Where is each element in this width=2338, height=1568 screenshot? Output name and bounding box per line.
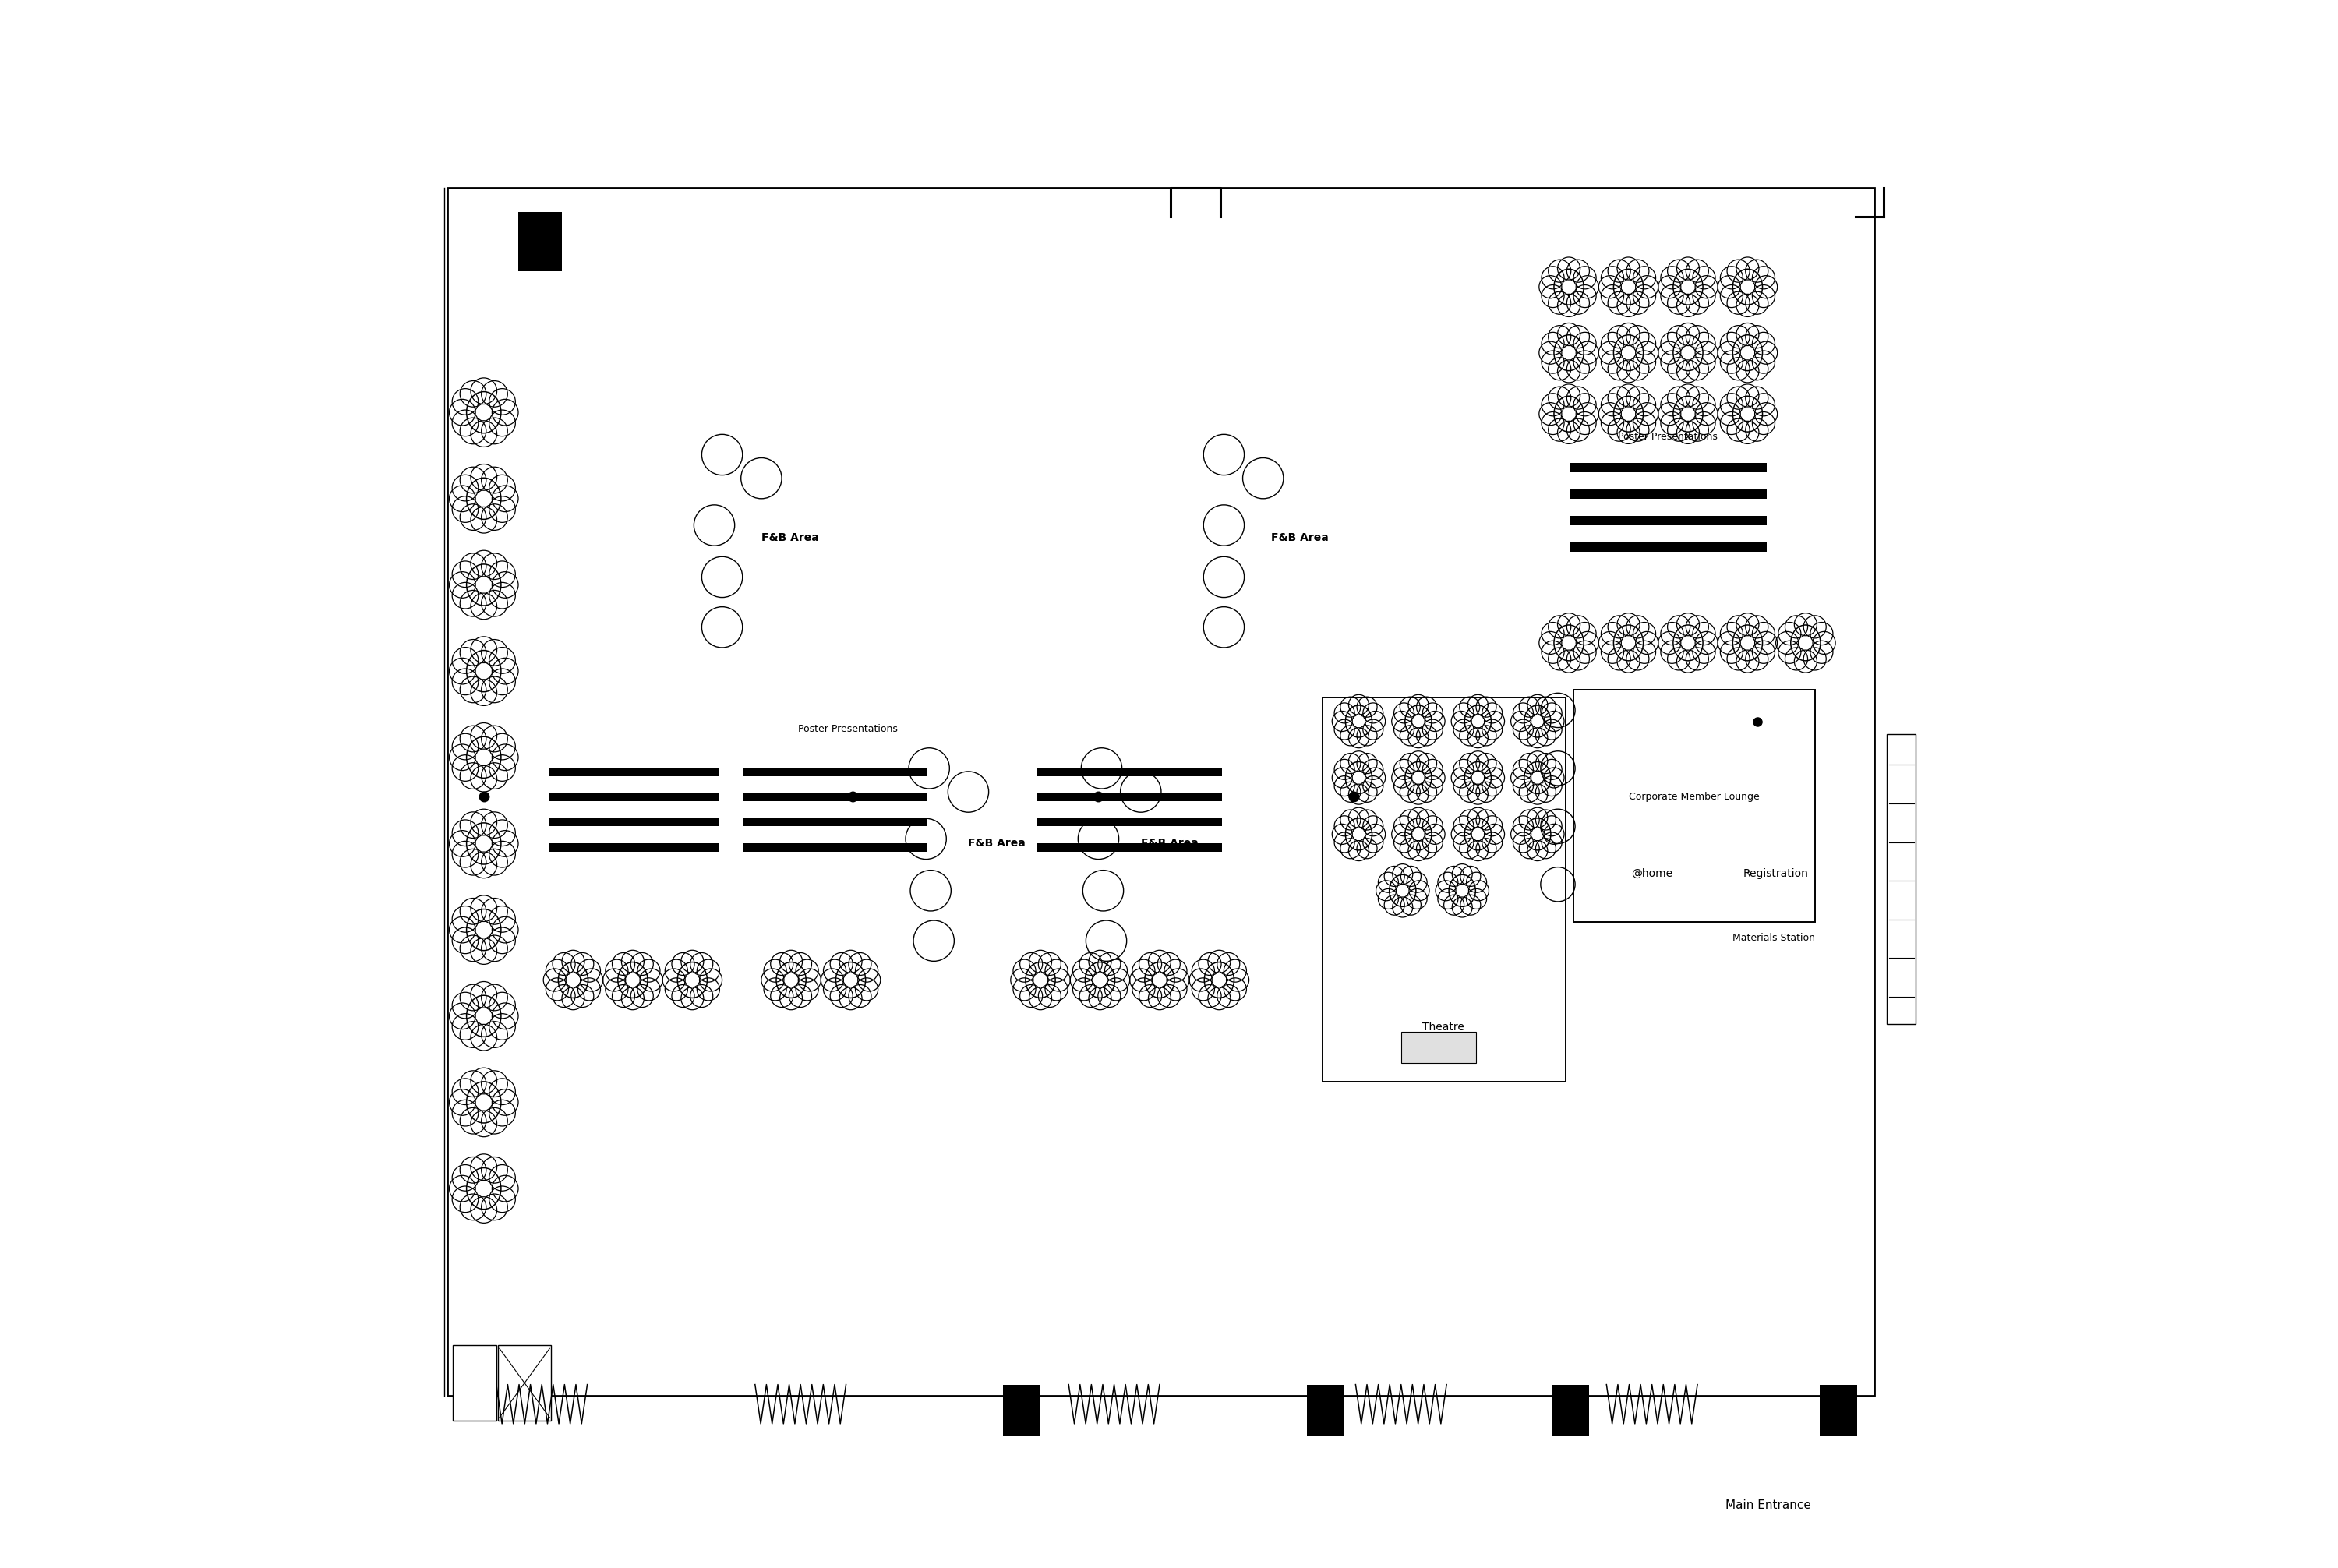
Bar (1571, 463, 1768, 472)
Text: F&B Area: F&B Area (1272, 533, 1328, 543)
Text: F&B Area: F&B Area (762, 533, 818, 543)
Bar (498, 1345, 552, 1421)
Text: Main Entrance: Main Entrance (1725, 1499, 1812, 1512)
Bar (1003, 1385, 1040, 1436)
Bar (1323, 698, 1566, 1082)
Text: F&B Area: F&B Area (968, 839, 1026, 848)
Bar (743, 768, 928, 776)
Bar (549, 818, 720, 826)
Bar (519, 212, 561, 271)
Text: Registration: Registration (1744, 869, 1810, 878)
Bar (1571, 543, 1768, 552)
Bar (1038, 768, 1223, 776)
Bar (743, 793, 928, 801)
Bar (1819, 1385, 1856, 1436)
Bar (1307, 1385, 1344, 1436)
Text: @home: @home (1632, 869, 1672, 878)
Text: Poster Presentations: Poster Presentations (797, 724, 898, 734)
Bar (1400, 1032, 1475, 1063)
Bar (447, 188, 1875, 1396)
Bar (549, 844, 720, 851)
Bar (1573, 690, 1814, 922)
Bar (549, 793, 720, 801)
Text: Corporate Member Lounge: Corporate Member Lounge (1630, 792, 1761, 801)
Bar (1038, 793, 1223, 801)
Text: F&B Area: F&B Area (1141, 839, 1199, 848)
Bar (743, 844, 928, 851)
Text: Theatre: Theatre (1422, 1022, 1464, 1032)
Bar (1887, 734, 1915, 1024)
Bar (1571, 489, 1768, 499)
Bar (1552, 1385, 1590, 1436)
Text: Materials Station: Materials Station (1732, 933, 1814, 942)
Bar (1038, 844, 1223, 851)
Bar (743, 818, 928, 826)
Bar (454, 1345, 496, 1421)
Bar (1571, 516, 1768, 525)
Bar (1038, 818, 1223, 826)
Text: Poster Presentations: Poster Presentations (1618, 433, 1718, 442)
Bar (549, 768, 720, 776)
